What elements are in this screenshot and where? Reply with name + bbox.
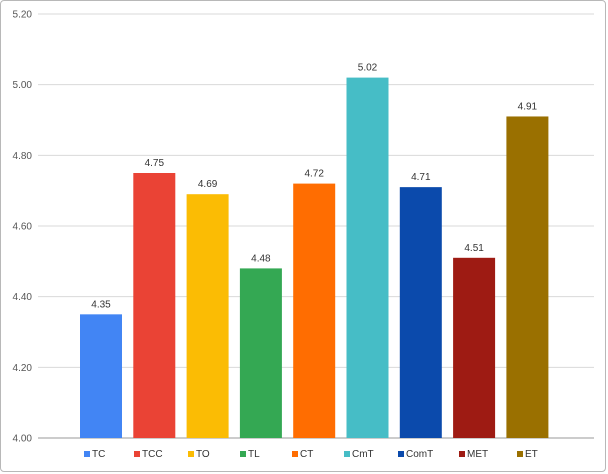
bar-et [506,116,549,438]
bar-to [186,194,229,438]
bar-ct [293,183,336,438]
data-label-tl: 4.48 [251,253,271,264]
legend-swatch-comt [398,451,404,457]
bar-tc [80,314,122,438]
legend-label-cmt: CmT [352,449,374,460]
y-axis-ticks: 4.00 4.20 4.40 4.60 4.80 5.00 5.20 [13,10,33,445]
data-labels: 4.35 4.75 4.69 4.48 4.72 5.02 4.71 4.51 4.91 [91,63,537,311]
legend-label-met: MET [467,449,488,460]
data-label-comt: 4.71 [411,172,431,183]
y-tick-label: 4.60 [13,222,33,233]
y-tick-label: 4.80 [13,151,33,162]
y-tick-label: 5.20 [13,10,33,21]
legend-label-tl: TL [248,449,260,460]
y-tick-label: 4.00 [13,434,33,445]
legend-swatch-tl [240,451,246,457]
legend-swatch-met [459,451,465,457]
legend-swatch-tcc [134,451,140,457]
y-tick-label: 5.00 [13,80,33,91]
data-label-tc: 4.35 [91,299,111,310]
bar-comt [399,187,442,438]
legend-label-to: TO [196,449,210,460]
bar-tl [239,268,282,438]
gridlines [38,13,594,439]
data-label-to: 4.69 [198,179,218,190]
data-label-met: 4.51 [464,243,484,254]
data-label-tcc: 4.75 [145,158,165,169]
bar-tcc [133,173,176,438]
legend: TC TCC TO TL CT CmT ComT MET ET [84,449,538,460]
legend-swatch-ct [292,451,298,457]
data-label-et: 4.91 [518,101,538,112]
legend-swatch-cmt [344,451,350,457]
y-tick-label: 4.40 [13,292,33,303]
data-label-cmt: 5.02 [358,63,378,74]
data-label-ct: 4.72 [304,169,324,180]
legend-swatch-et [517,451,523,457]
bar-cmt [346,77,389,438]
legend-label-comt: ComT [406,449,433,460]
legend-label-tcc: TCC [142,449,163,460]
legend-label-tc: TC [92,449,105,460]
legend-swatch-to [188,451,194,457]
bar-met [453,257,496,438]
legend-label-et: ET [525,449,538,460]
y-tick-label: 4.20 [13,363,33,374]
legend-label-ct: CT [300,449,313,460]
legend-swatch-tc [84,451,90,457]
bars [80,77,549,438]
